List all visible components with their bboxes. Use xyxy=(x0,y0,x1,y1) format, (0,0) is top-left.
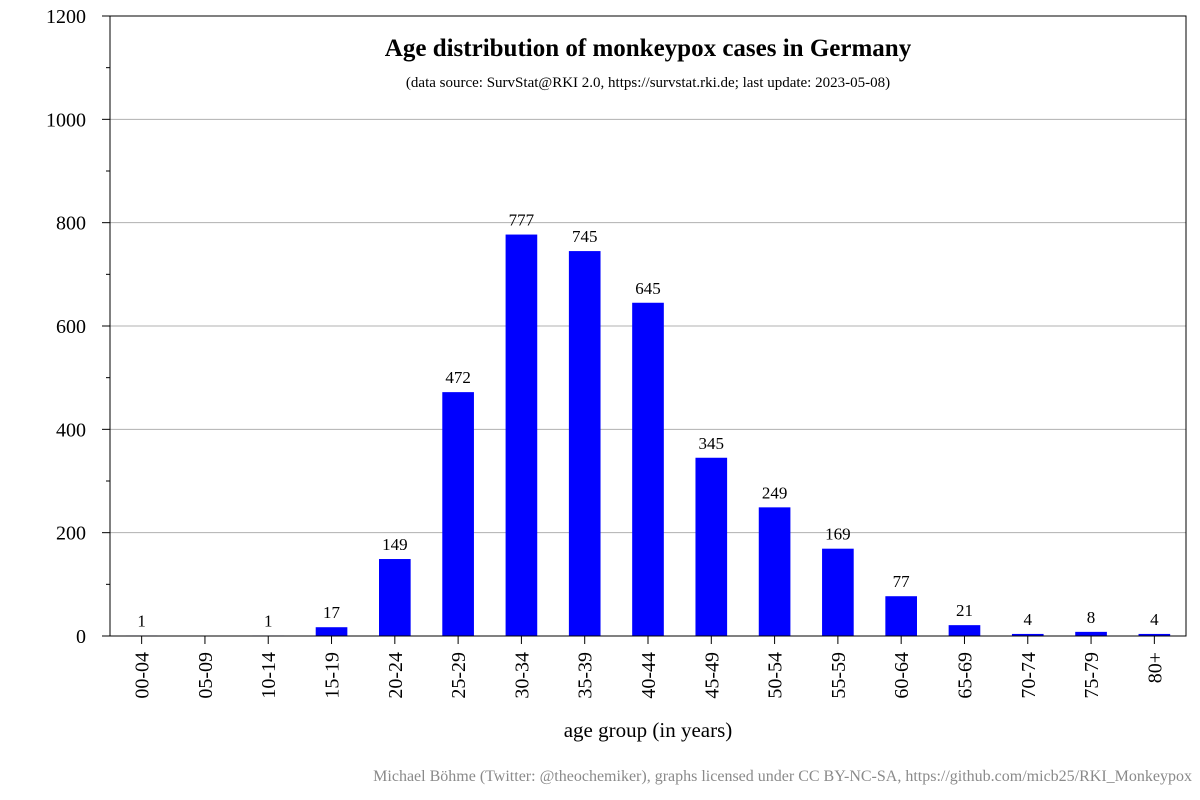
x-tick-label: 25-29 xyxy=(448,652,470,699)
bar xyxy=(822,548,854,636)
y-axis: 0 200 400 600 800 1000 1200 xyxy=(46,6,110,648)
data-label: 1 xyxy=(137,611,146,630)
chart-title: Age distribution of monkeypox cases in G… xyxy=(385,35,912,62)
bar xyxy=(568,251,601,637)
y-tick-label: 1200 xyxy=(46,6,86,28)
data-label: 1 xyxy=(264,611,273,630)
x-tick-label: 15-19 xyxy=(322,652,344,699)
bar xyxy=(505,234,538,637)
y-tick-label: 0 xyxy=(76,626,86,648)
x-tick-label: 60-64 xyxy=(891,652,913,699)
data-label: 345 xyxy=(699,434,725,453)
bar xyxy=(442,392,474,636)
y-tick-label: 1000 xyxy=(46,109,86,131)
x-tick-label: 05-09 xyxy=(195,652,217,699)
data-label: 4 xyxy=(1150,610,1159,629)
x-tick-label: 10-14 xyxy=(258,652,280,699)
bar xyxy=(1138,633,1171,636)
bars xyxy=(125,234,1171,637)
x-axis-label: age group (in years) xyxy=(564,718,733,742)
bar xyxy=(379,559,411,636)
data-label: 149 xyxy=(382,535,408,554)
x-tick-label: 75-79 xyxy=(1081,652,1103,699)
x-tick-label: 55-59 xyxy=(828,652,850,699)
bar xyxy=(1075,631,1107,636)
data-labels: 1 1 17 149 472 777 745 645 345 249 169 77 21 4 8 4 xyxy=(137,211,1159,631)
data-label: 472 xyxy=(445,368,471,387)
data-label: 169 xyxy=(825,525,851,544)
data-label: 645 xyxy=(635,279,661,298)
credit-line: Michael Böhme (Twitter: @theochemiker), … xyxy=(373,768,1192,785)
data-label: 21 xyxy=(956,601,973,620)
x-tick-label: 45-49 xyxy=(701,652,723,699)
data-label: 777 xyxy=(509,211,535,230)
x-tick-label: 30-34 xyxy=(511,652,533,699)
data-label: 4 xyxy=(1024,610,1033,629)
bar xyxy=(948,625,981,636)
bar xyxy=(632,302,664,636)
x-tick-label: 20-24 xyxy=(385,652,407,699)
x-tick-label: 50-54 xyxy=(765,652,787,699)
x-tick-label: 00-04 xyxy=(132,652,154,699)
data-label: 17 xyxy=(323,603,341,622)
bar xyxy=(315,627,348,636)
y-tick-label: 600 xyxy=(56,316,86,338)
data-label: 745 xyxy=(572,227,598,246)
y-tick-label: 800 xyxy=(56,213,86,235)
x-tick-label: 35-39 xyxy=(575,652,597,699)
bar xyxy=(1011,633,1044,636)
y-tick-label: 400 xyxy=(56,419,86,441)
data-label: 249 xyxy=(762,483,788,502)
data-label: 8 xyxy=(1087,608,1096,627)
y-tick-label: 200 xyxy=(56,523,86,545)
x-axis: 00-04 05-09 10-14 15-19 20-24 25-29 30-34 35-39… xyxy=(132,636,1166,699)
x-tick-label: 65-69 xyxy=(954,652,976,699)
x-tick-label: 70-74 xyxy=(1018,652,1040,699)
x-tick-label: 80+ xyxy=(1144,652,1166,683)
bar xyxy=(885,596,917,636)
chart-subtitle: (data source: SurvStat@RKI 2.0, https://… xyxy=(406,75,890,91)
bar xyxy=(695,457,728,636)
data-label: 77 xyxy=(893,572,911,591)
x-tick-label: 40-44 xyxy=(638,652,660,699)
bar xyxy=(758,507,791,636)
